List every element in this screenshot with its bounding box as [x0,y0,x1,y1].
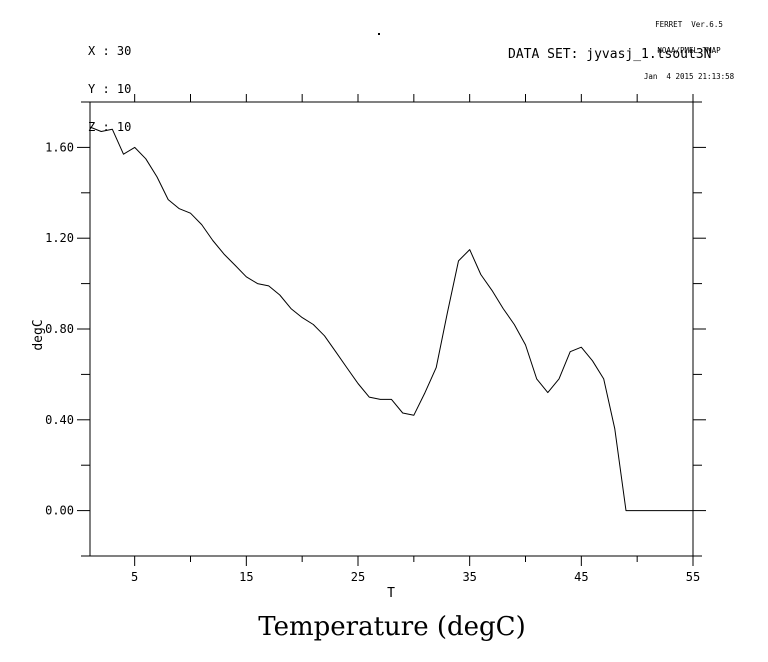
x-tick-label: 25 [351,570,365,584]
x-tick-label: 45 [574,570,588,584]
y-tick-label: 0.00 [45,504,74,518]
axis-tick-labels-group: 5 15 25 35 45 55 0.00 0.40 0.80 1.20 1.60 [45,140,700,584]
ferret-timestamp: Jan 4 2015 21:13:58 [643,72,735,82]
x-tick-label: 55 [686,570,700,584]
ferret-version: FERRET Ver.6.5 [655,19,723,29]
x-tick-label: 35 [462,570,476,584]
y-axis-title: degC [31,319,46,350]
dataset-label: DATA SET: jyvasj_1.tsout3N [508,47,712,62]
x-tick-label: 15 [239,570,253,584]
temperature-curve [89,126,693,512]
context-region-info: X : 30 Y : 10 Z : 10 [88,20,131,146]
stray-dot [378,33,380,35]
x-axis-title: T [387,586,395,601]
context-x: X : 30 [88,44,132,59]
curve-group [89,126,693,512]
ferret-credit: FERRET Ver.6.5 NOAA/PMEL TMAP Jan 4 2015… [619,3,759,91]
plot-title: Temperature (degC) [258,612,526,642]
y-tick-label: 1.60 [45,140,74,154]
ferret-org: NOAA/PMEL TMAP [657,45,721,55]
plot-frame [89,101,694,557]
y-tick-label: 0.80 [45,322,74,336]
plot-frame-group [89,101,694,557]
y-tick-label: 1.20 [45,231,74,245]
x-tick-label: 5 [131,570,138,584]
context-y: Y : 10 [88,81,132,96]
context-z: Z : 10 [88,119,132,134]
axis-ticks-group [77,94,706,566]
y-tick-label: 0.40 [45,413,74,427]
